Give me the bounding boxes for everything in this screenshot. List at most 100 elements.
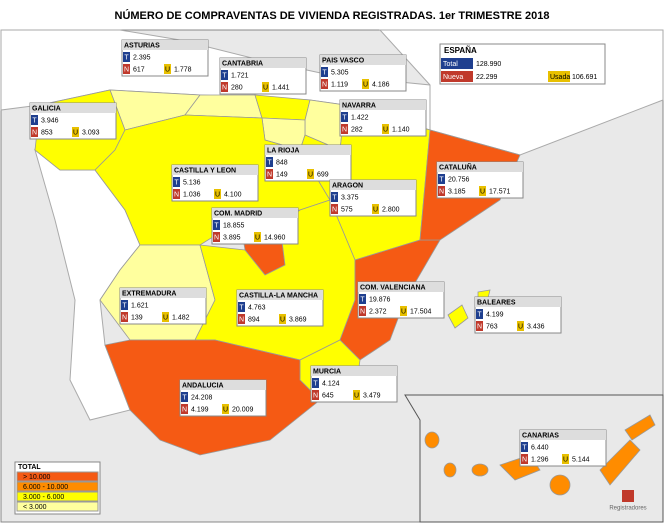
legend-label: < 3.000 xyxy=(23,504,47,511)
label-header xyxy=(330,180,416,190)
nueva-label: Nueva xyxy=(443,74,463,81)
value-t: 4.124 xyxy=(322,380,340,387)
el-hierro xyxy=(424,431,440,449)
region-name: ARAGON xyxy=(332,182,363,189)
cell-u xyxy=(353,390,360,400)
legend-title: TOTAL xyxy=(18,464,41,471)
cell-n xyxy=(123,64,130,74)
label-u: U xyxy=(308,171,313,178)
value-u: 699 xyxy=(317,171,329,178)
usada-label: Usada xyxy=(550,74,570,81)
legend-label: > 10.000 xyxy=(23,474,51,481)
label-header xyxy=(220,58,306,68)
region-name: LA RIOJA xyxy=(267,147,299,154)
cell-u xyxy=(279,314,286,324)
label-t: T xyxy=(174,179,179,186)
cell-t xyxy=(341,112,348,122)
cell-t xyxy=(181,392,188,402)
total-cell xyxy=(441,58,473,69)
value-u: 1.441 xyxy=(272,84,290,91)
value-u: 17.571 xyxy=(489,188,511,195)
region-name: COM. MADRID xyxy=(214,210,262,217)
total-value: 128.990 xyxy=(476,61,501,68)
label-u: U xyxy=(354,392,359,399)
cell-u xyxy=(72,127,79,137)
label-t: T xyxy=(332,194,337,201)
label-t: T xyxy=(122,302,127,309)
fuerteventura xyxy=(599,439,641,486)
label-n: N xyxy=(267,171,272,178)
cell-u xyxy=(262,82,269,92)
value-u: 1.140 xyxy=(392,126,410,133)
label-n: N xyxy=(313,392,318,399)
legend-swatch xyxy=(16,481,99,492)
cell-t xyxy=(221,70,228,80)
label-n: N xyxy=(332,206,337,213)
label-u: U xyxy=(363,81,368,88)
region-name: CANTABRIA xyxy=(222,60,263,67)
label-n: N xyxy=(222,84,227,91)
total-label: Total xyxy=(443,61,458,68)
cell-n xyxy=(266,169,273,179)
cell-n xyxy=(438,186,445,196)
label-t: T xyxy=(322,69,327,76)
region-name: COM. VALENCIANA xyxy=(360,284,426,291)
cell-n xyxy=(321,79,328,89)
region-name: CANARIAS xyxy=(522,432,559,439)
label-n: N xyxy=(360,308,365,315)
region-name: EXTREMADURA xyxy=(122,290,176,297)
cell-u xyxy=(372,204,379,214)
label-n: N xyxy=(122,314,127,321)
label-u: U xyxy=(263,84,268,91)
la-palma xyxy=(443,462,457,478)
value-n: 3.895 xyxy=(223,234,241,241)
label-t: T xyxy=(32,117,37,124)
cell-u xyxy=(517,321,524,331)
la-gomera xyxy=(471,463,489,477)
label-u: U xyxy=(373,206,378,213)
cell-t xyxy=(476,309,483,319)
legend-label: 3.000 - 6.000 xyxy=(23,494,64,501)
value-u: 17.504 xyxy=(410,308,432,315)
value-t: 19.876 xyxy=(369,296,391,303)
cell-u xyxy=(479,186,486,196)
cell-n xyxy=(213,232,220,242)
value-n: 894 xyxy=(248,316,260,323)
mallorca xyxy=(447,304,469,329)
value-n: 575 xyxy=(341,206,353,213)
label-u: U xyxy=(223,406,228,413)
cell-u xyxy=(214,189,221,199)
label-n: N xyxy=(32,129,37,136)
cell-u xyxy=(362,79,369,89)
region-name: ANDALUCIA xyxy=(182,382,224,389)
value-n: 1.296 xyxy=(531,456,549,463)
value-t: 5.136 xyxy=(183,179,201,186)
value-u: 20.009 xyxy=(232,406,254,413)
legend-label: 6.000 - 10.000 xyxy=(23,484,68,491)
cell-n xyxy=(121,312,128,322)
label-header xyxy=(320,55,406,65)
value-t: 6.440 xyxy=(531,444,549,451)
value-t: 5.305 xyxy=(331,69,349,76)
value-n: 139 xyxy=(131,314,143,321)
label-u: U xyxy=(280,316,285,323)
label-u: U xyxy=(518,323,523,330)
label-header xyxy=(122,40,208,50)
cell-u xyxy=(562,454,569,464)
cell-t xyxy=(266,157,273,167)
label-header xyxy=(358,282,444,292)
label-n: N xyxy=(214,234,219,241)
label-t: T xyxy=(222,72,227,79)
cell-n xyxy=(31,127,38,137)
value-t: 4.763 xyxy=(248,304,266,311)
value-t: 1.422 xyxy=(351,114,369,121)
region-name: NAVARRA xyxy=(342,102,376,109)
label-u: U xyxy=(163,314,168,321)
cell-u xyxy=(222,404,229,414)
label-u: U xyxy=(383,126,388,133)
value-n: 617 xyxy=(133,66,145,73)
value-t: 4.199 xyxy=(486,311,504,318)
label-t: T xyxy=(267,159,272,166)
cell-n xyxy=(221,82,228,92)
